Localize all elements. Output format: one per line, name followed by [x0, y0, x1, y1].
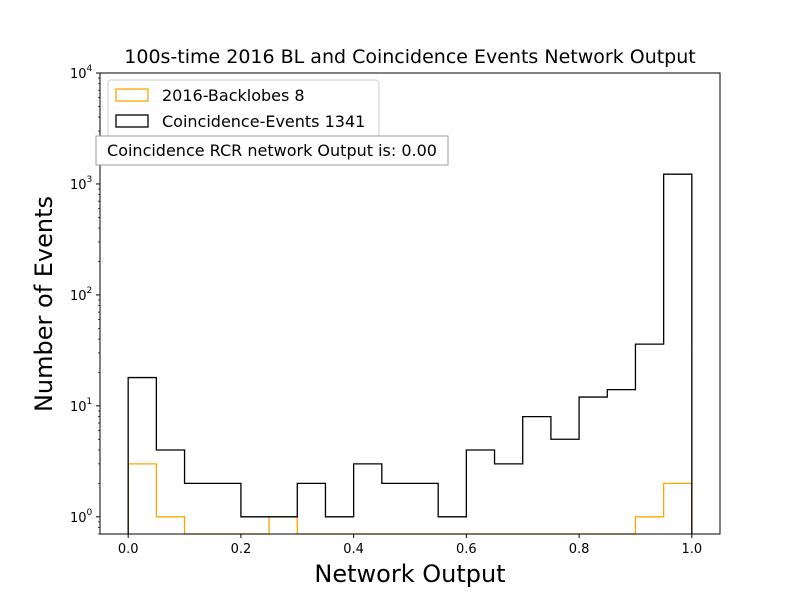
histogram-bar-series-1: [241, 517, 269, 534]
y-tick-exponent: 3: [87, 175, 93, 185]
legend-swatch-backlobes: [115, 88, 149, 102]
y-tick-base: 10: [70, 67, 87, 82]
y-tick-base: 10: [70, 289, 87, 304]
y-tick-label: 104: [70, 64, 93, 82]
histogram-bar-series-1: [607, 390, 635, 534]
y-axis-label: Number of Events: [30, 196, 58, 412]
chart-title: 100s-time 2016 BL and Coincidence Events…: [124, 46, 695, 68]
y-tick-exponent: 4: [87, 64, 93, 74]
annotation-box: Coincidence RCR network Output is: 0.00: [95, 135, 449, 166]
x-tick-label: 0.8: [569, 542, 590, 557]
legend: 2016-Backlobes 8 Coincidence-Events 1341: [107, 79, 380, 138]
histogram-series-1: [127, 173, 693, 534]
histogram-bar-series-1: [410, 483, 438, 534]
histogram-bar-series-1: [438, 517, 466, 534]
y-tick-base: 10: [70, 400, 87, 415]
y-tick-exponent: 2: [87, 286, 93, 296]
plot-frame: [99, 72, 721, 535]
x-tick-label: 0.6: [456, 542, 477, 557]
y-tick-label: 100: [70, 508, 93, 526]
y-tick-base: 10: [70, 511, 87, 526]
x-tick-label: 1.0: [681, 542, 702, 557]
histogram-bar-series-1: [523, 417, 551, 534]
histogram-bar-series-1: [297, 483, 325, 534]
legend-swatch-coincidence: [115, 114, 149, 128]
histogram-bar-series-1: [156, 450, 184, 534]
annotation-text: Coincidence RCR network Output is: 0.00: [107, 141, 437, 160]
histogram-bar-series-1: [354, 464, 382, 534]
legend-label-coincidence: Coincidence-Events 1341: [162, 112, 365, 131]
histogram-bar-series-1: [269, 517, 297, 534]
histogram-bar-series-1: [635, 344, 663, 534]
histogram-bar-series-1: [579, 397, 607, 534]
x-axis-label: Network Output: [314, 560, 505, 588]
y-tick-label: 101: [70, 397, 92, 415]
x-tick-label: 0.0: [118, 542, 139, 557]
legend-label-backlobes: 2016-Backlobes 8: [162, 86, 305, 105]
annotation-frame: [95, 135, 449, 166]
x-tick-label: 0.2: [231, 542, 252, 557]
y-tick-base: 10: [70, 178, 87, 193]
y-tick-exponent: 1: [87, 397, 93, 407]
histogram-bar-series-1: [551, 439, 579, 534]
histogram-bar-series-1: [213, 483, 241, 534]
histogram-bar-series-1: [495, 464, 523, 534]
histogram-bar-series-1: [128, 378, 156, 534]
x-tick-label: 0.4: [343, 542, 364, 557]
histogram-bar-series-1: [382, 483, 410, 534]
y-tick-exponent: 0: [87, 508, 93, 518]
y-tick-label: 103: [70, 175, 92, 193]
histogram-bar-series-1: [664, 174, 692, 534]
histogram-bar-series-1: [325, 517, 353, 534]
histogram-outline-series-1: [127, 173, 693, 534]
histogram-bar-series-1: [466, 450, 494, 534]
histogram-bar-series-1: [185, 483, 213, 534]
y-tick-label: 102: [70, 286, 92, 304]
